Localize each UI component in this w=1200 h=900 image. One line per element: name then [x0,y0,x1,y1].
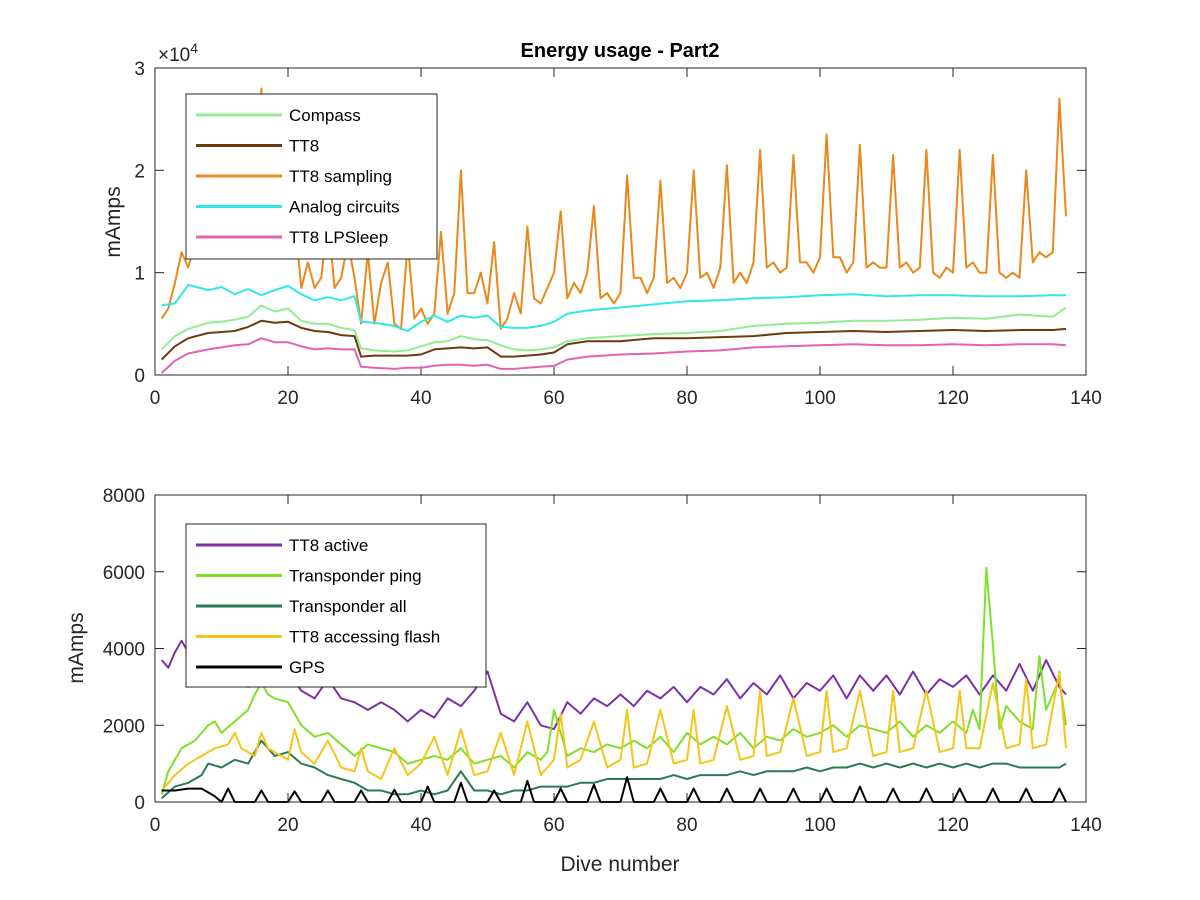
y-exponent-label: ×104 [158,40,198,66]
axes-box [154,494,1087,803]
series-line [160,319,1067,361]
series-lines [160,87,1067,374]
chart-title: Energy usage - Part2 [521,40,720,62]
y-axis-label: mAmps [65,612,88,683]
x-tick-labels: 0 20 40 60 80 100 120 140 [150,68,1102,409]
legend-label: TT8 [289,137,319,156]
x-tick-label: 20 [277,815,298,836]
legend-label: Compass [289,106,361,125]
series-line [160,670,1067,792]
y-tick-label: 1 [134,264,145,285]
x-tick-label: 80 [676,815,697,836]
y-tick-labels: 0 2000 4000 6000 8000 [103,486,1086,814]
series-line [161,739,1067,799]
legend: Compass TT8 TT8 sampling Analog circuits TT8… [185,93,438,260]
legend-label: Analog circuits [289,198,400,217]
x-tick-label: 60 [543,388,564,409]
legend-label: TT8 sampling [289,167,392,186]
legend-label: TT8 accessing flash [289,628,440,647]
y-tick-label: 6000 [103,563,145,584]
y-tick-label: 4000 [103,640,145,661]
x-tick-label: 80 [676,388,697,409]
legend-label: Transponder all [289,597,407,616]
y-tick-label: 3 [134,59,145,80]
y-tick-label: 8000 [103,486,145,507]
x-tick-label: 20 [277,388,298,409]
legend: TT8 active Transponder ping Transponder al… [185,523,487,688]
series-line [160,304,1067,353]
x-tick-label: 140 [1070,388,1102,409]
y-tick-label: 2 [134,161,145,182]
y-tick-label: 0 [134,793,145,814]
legend-label: TT8 active [289,536,368,555]
x-tick-labels: 0 20 40 60 80 100 120 140 [150,495,1102,836]
y-exponent-power: 4 [190,40,198,56]
x-tick-label: 0 [150,388,161,409]
series-line [161,337,1067,374]
series-line [161,283,1066,332]
x-tick-label: 100 [804,388,836,409]
top-plot: Energy usage - Part2 ×104 mAmps 0 20 40 60 8… [102,40,1102,409]
legend-label: GPS [289,658,325,677]
y-axis-label: mAmps [102,186,125,257]
legend-label: TT8 LPSleep [289,228,388,247]
x-tick-label: 120 [937,815,969,836]
legend-label: Transponder ping [289,567,422,586]
y-tick-label: 0 [134,366,145,387]
x-tick-label: 40 [410,388,431,409]
x-tick-label: 100 [804,815,836,836]
x-axis-label: Dive number [560,853,679,876]
x-tick-label: 0 [150,815,161,836]
x-tick-label: 120 [937,388,969,409]
y-exponent-base: ×10 [158,45,190,66]
y-tick-label: 2000 [103,716,145,737]
bottom-plot: mAmps Dive number 0 20 40 60 80 100 120 140 0 20… [65,486,1102,876]
series-line [160,87,1067,330]
axes-box [154,67,1087,376]
x-tick-label: 60 [543,815,564,836]
x-tick-label: 40 [410,815,431,836]
x-tick-label: 140 [1070,815,1102,836]
